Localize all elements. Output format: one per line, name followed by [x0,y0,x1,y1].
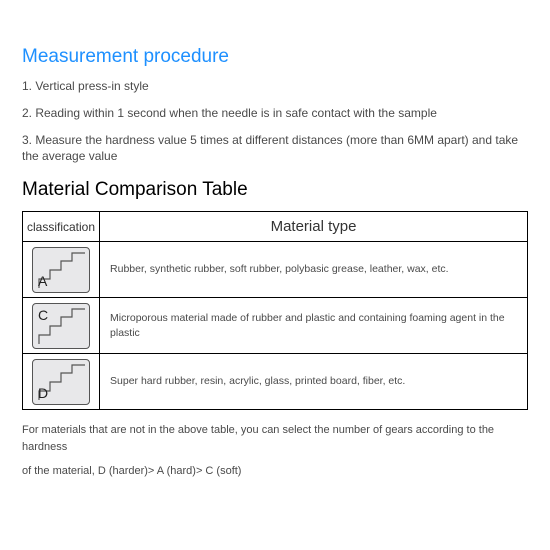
classification-icon-cell: A [23,242,100,298]
table-header-material-type: Material type [100,212,528,242]
classification-label: D [38,385,48,401]
material-description: Super hard rubber, resin, acrylic, glass… [100,354,528,410]
stair-icon: C [32,303,90,349]
stair-icon: D [32,359,90,405]
table-row: A Rubber, synthetic rubber, soft rubber,… [23,242,528,298]
stair-icon: A [32,247,90,293]
footnote-line: For materials that are not in the above … [22,422,528,455]
classification-label: A [38,273,47,289]
procedure-item: 1. Vertical press-in style [22,78,528,95]
table-header-classification: classification [23,212,100,242]
procedure-list: 1. Vertical press-in style 2. Reading wi… [22,78,528,165]
classification-icon-cell: C [23,298,100,354]
material-description: Rubber, synthetic rubber, soft rubber, p… [100,242,528,298]
classification-icon-cell: D [23,354,100,410]
table-title: Material Comparison Table [22,179,528,201]
material-description: Microporous material made of rubber and … [100,298,528,354]
procedure-title: Measurement procedure [22,46,528,68]
classification-label: C [38,307,48,323]
table-row: D Super hard rubber, resin, acrylic, gla… [23,354,528,410]
procedure-item: 3. Measure the hardness value 5 times at… [22,132,528,166]
procedure-item: 2. Reading within 1 second when the need… [22,105,528,122]
footnote: For materials that are not in the above … [22,422,528,480]
material-table: classification Material type A Rubber, s… [22,211,528,410]
table-row: C Microporous material made of rubber an… [23,298,528,354]
footnote-line: of the material, D (harder)> A (hard)> C… [22,463,528,480]
